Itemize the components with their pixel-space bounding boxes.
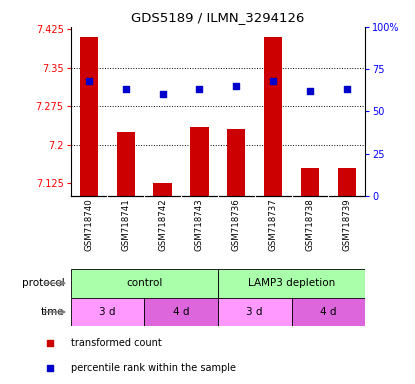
Text: GSM718736: GSM718736 [232, 198, 241, 251]
Text: GSM718738: GSM718738 [305, 198, 315, 251]
Bar [144, 298, 218, 326]
Bar [227, 129, 246, 196]
Text: LAMP3 depletion: LAMP3 depletion [248, 278, 335, 288]
Bar [117, 132, 135, 196]
Text: GSM718741: GSM718741 [121, 198, 130, 251]
Text: 4 d: 4 d [173, 307, 189, 317]
Text: GSM718743: GSM718743 [195, 198, 204, 251]
Point [46, 339, 53, 346]
Text: 3 d: 3 d [99, 307, 116, 317]
Bar [337, 168, 356, 196]
Bar [218, 269, 365, 298]
Text: time: time [41, 307, 65, 317]
Point [122, 86, 129, 93]
Text: 3 d: 3 d [247, 307, 263, 317]
Title: GDS5189 / ILMN_3294126: GDS5189 / ILMN_3294126 [131, 11, 305, 24]
Bar [291, 298, 365, 326]
Text: GSM718740: GSM718740 [85, 198, 93, 251]
Point [85, 78, 92, 84]
Text: GSM718742: GSM718742 [158, 198, 167, 251]
Point [196, 86, 203, 93]
Bar [71, 269, 218, 298]
Bar [80, 37, 98, 196]
Point [270, 78, 276, 84]
Bar [301, 168, 319, 196]
Text: GSM718739: GSM718739 [342, 198, 351, 251]
Bar [71, 298, 144, 326]
Point [46, 365, 53, 371]
Text: protocol: protocol [22, 278, 65, 288]
Point [344, 86, 350, 93]
Text: control: control [126, 278, 162, 288]
Bar [154, 183, 172, 196]
Text: 4 d: 4 d [320, 307, 337, 317]
Point [159, 91, 166, 98]
Bar [264, 37, 282, 196]
Bar [218, 298, 291, 326]
Point [307, 88, 313, 94]
Text: percentile rank within the sample: percentile rank within the sample [71, 363, 236, 373]
Bar [190, 127, 209, 196]
Text: transformed count: transformed count [71, 338, 161, 348]
Text: GSM718737: GSM718737 [269, 198, 278, 251]
Point [233, 83, 239, 89]
